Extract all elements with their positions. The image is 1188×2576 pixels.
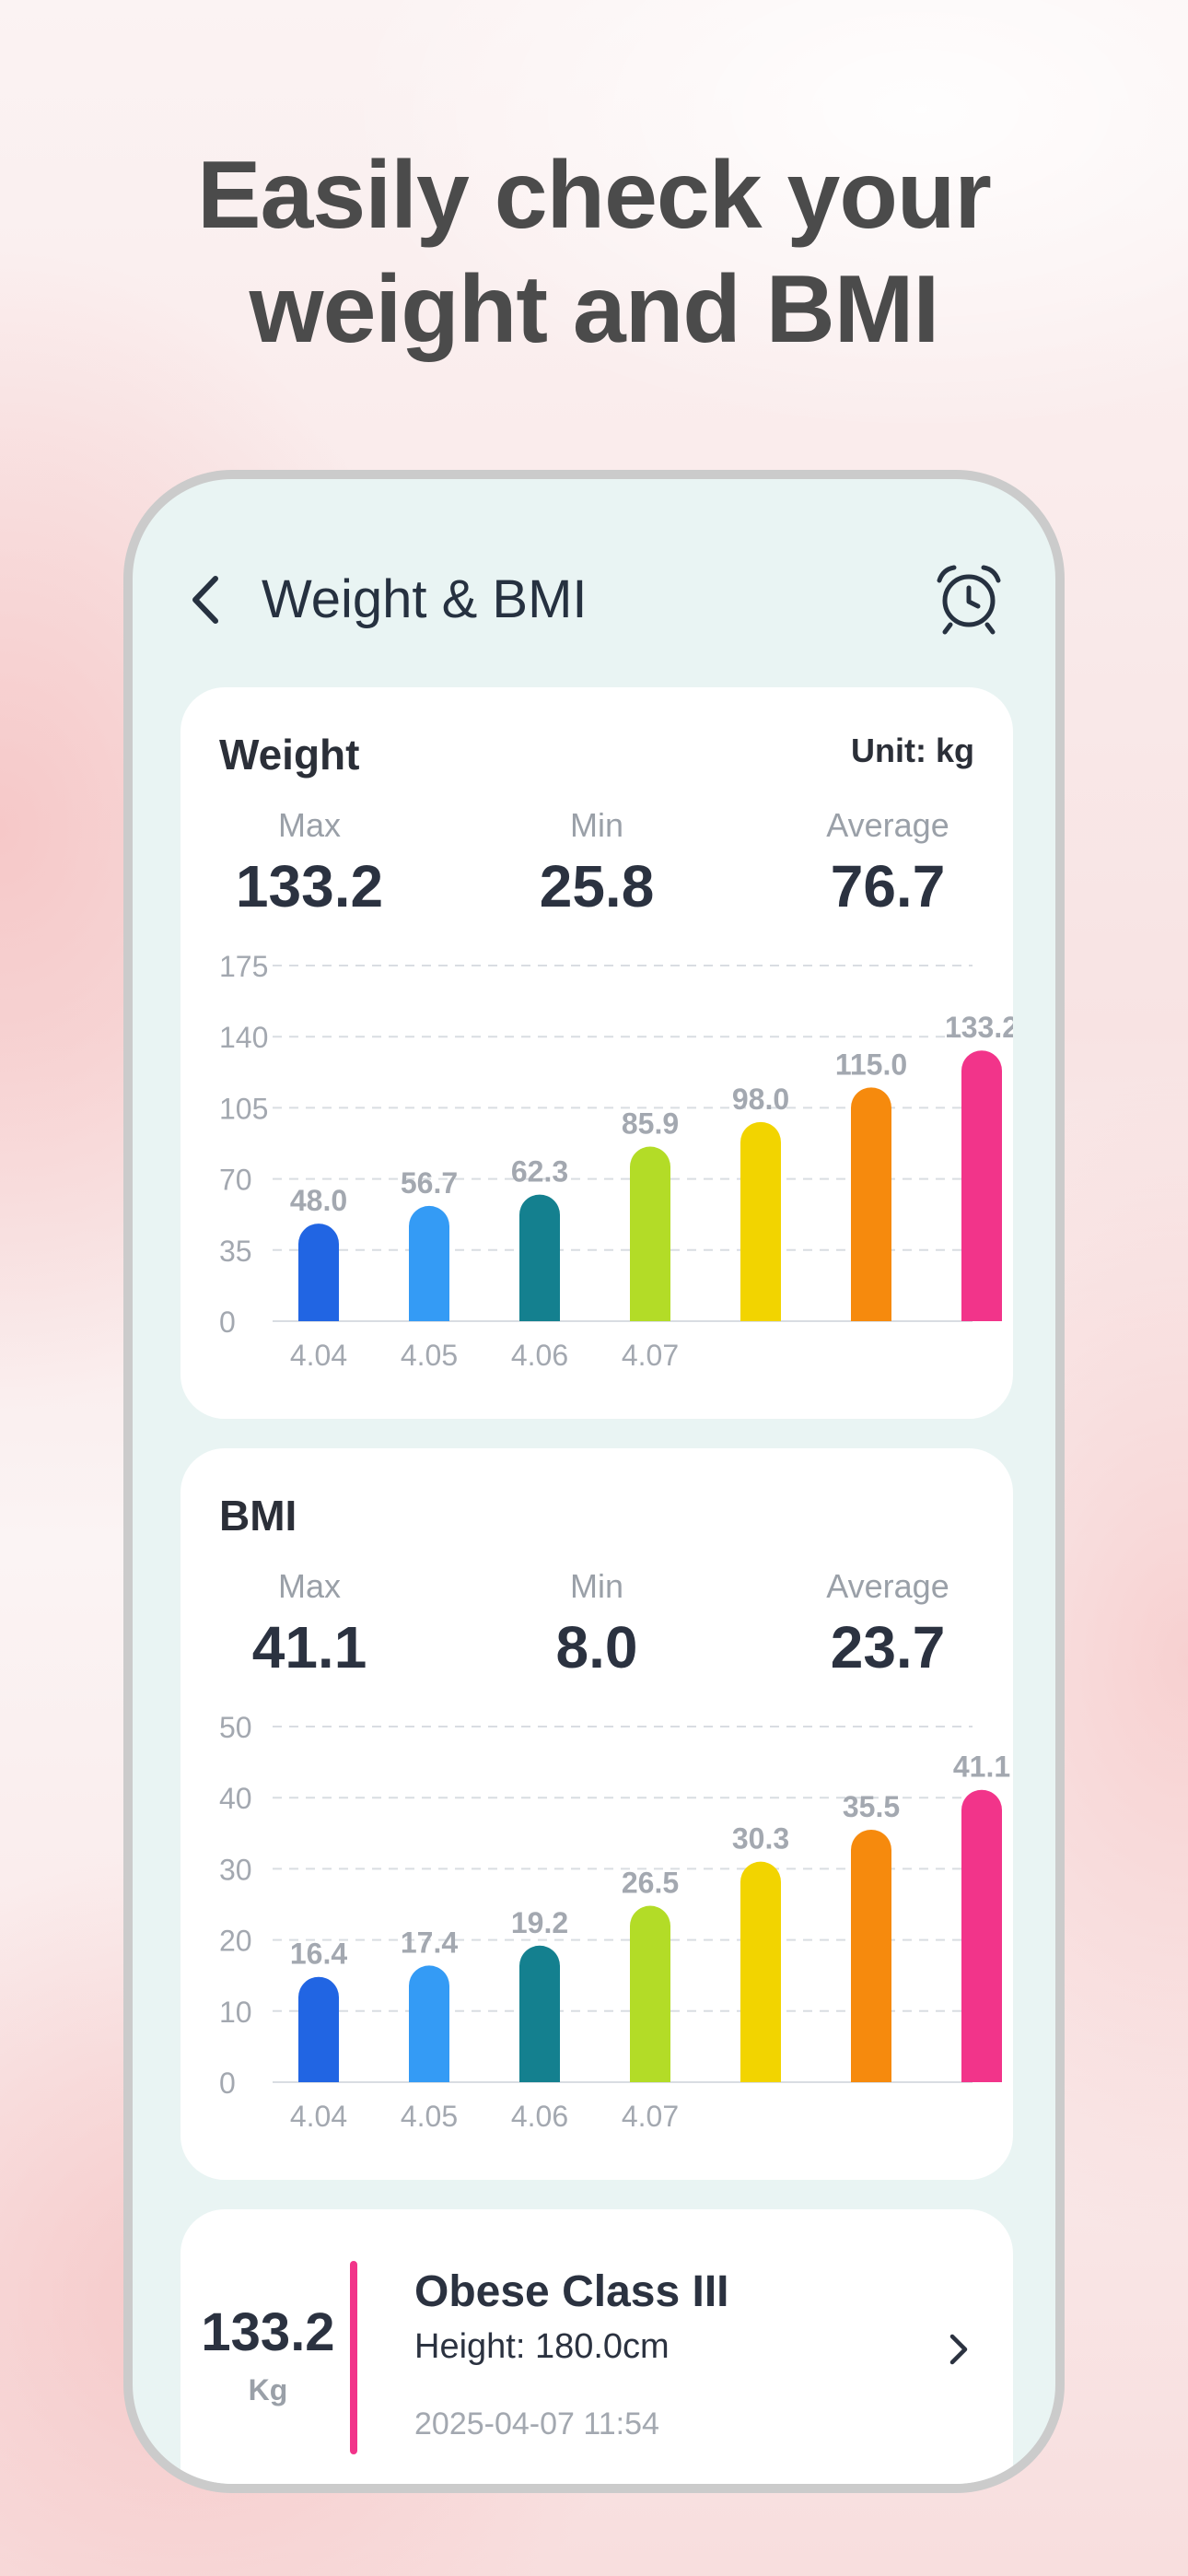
- x-tick-label: 4.07: [622, 2100, 679, 2133]
- stat-label: Average: [826, 806, 949, 844]
- y-tick-label: 30: [219, 1853, 252, 1886]
- y-tick-label: 105: [219, 1092, 268, 1125]
- record-accent-bar: [350, 2261, 357, 2454]
- record-unit: Kg: [248, 2373, 288, 2406]
- x-tick-label: 4.07: [622, 1339, 679, 1372]
- bmi-chart: 0 10 20 30 40 50 16.4 4.04 17.4 4.05 19.2 4.06 26.5 4…: [219, 1715, 1010, 2133]
- page-title: Weight & BMI: [262, 569, 588, 629]
- record-height: Height: 180.0cm: [414, 2327, 670, 2366]
- stat-label: Min: [569, 806, 623, 844]
- alarm-button[interactable]: [930, 558, 1007, 636]
- x-tick-label: 4.05: [401, 2100, 458, 2133]
- stat-label: Min: [569, 1567, 623, 1605]
- x-tick-label: 4.04: [290, 1339, 347, 1372]
- chart-bar: [961, 1050, 1002, 1321]
- data-label: 85.9: [622, 1107, 679, 1141]
- stat-value: 76.7: [830, 853, 946, 919]
- weight-average-stat: Average 76.7: [777, 805, 998, 923]
- chart-bar: [409, 1205, 449, 1321]
- data-label: 56.7: [401, 1166, 458, 1200]
- y-tick-label: 70: [219, 1164, 252, 1197]
- data-label: 133.2: [945, 1011, 1013, 1044]
- phone-frame: Weight & BMI Weight Unit: kg Max 133.2 M…: [123, 470, 1065, 2493]
- weight-min-stat: Min 25.8: [486, 805, 707, 923]
- y-tick-label: 50: [219, 1715, 252, 1744]
- y-tick-label: 10: [219, 1996, 252, 2029]
- y-tick-label: 40: [219, 1782, 252, 1815]
- data-label: 115.0: [835, 1048, 907, 1081]
- stat-value: 23.7: [830, 1614, 946, 1680]
- x-tick-label: 4.06: [511, 1339, 568, 1372]
- stat-label: Max: [277, 1567, 341, 1605]
- chevron-left-icon: [192, 576, 218, 624]
- chart-bar: [519, 1194, 560, 1321]
- chart-bar: [630, 1146, 670, 1321]
- bmi-min-stat: Min 8.0: [486, 1566, 707, 1684]
- x-tick-label: 4.04: [290, 2100, 347, 2133]
- record-date: 2025-04-07 11:54: [414, 2406, 659, 2441]
- y-tick-label: 140: [219, 1021, 268, 1054]
- headline-line-1: Easily check your: [197, 142, 992, 249]
- chart-bar: [409, 1965, 449, 2082]
- weight-chart: 0 35 70 105 140 175 48.0 4.04 56.7 4.05 62.3 4.06 85…: [219, 954, 1013, 1372]
- record-weight: 133.2: [201, 2302, 335, 2362]
- x-tick-label: 4.06: [511, 2100, 568, 2133]
- x-tick-label: 4.05: [401, 1339, 458, 1372]
- stat-value: 41.1: [251, 1614, 367, 1680]
- stat-label: Max: [277, 806, 341, 844]
- bmi-max-stat: Max 41.1: [199, 1566, 420, 1684]
- data-label: 48.0: [290, 1184, 347, 1217]
- weight-card-title: Weight: [219, 731, 360, 779]
- chart-bar: [961, 1789, 1002, 2082]
- data-label: 16.4: [290, 1938, 347, 1971]
- chart-bar: [740, 1861, 781, 2082]
- data-label: 30.3: [732, 1822, 789, 1856]
- chart-bar: [519, 1945, 560, 2082]
- stat-value: 8.0: [555, 1614, 638, 1680]
- latest-record-card[interactable]: 133.2 Kg Obese Class III Height: 180.0cm…: [181, 2209, 1013, 2484]
- chevron-right-icon: [949, 2334, 968, 2365]
- alarm-clock-icon: [937, 565, 1001, 635]
- back-button[interactable]: [184, 568, 232, 632]
- chart-bar: [851, 1087, 891, 1321]
- weight-max-stat: Max 133.2: [199, 805, 420, 923]
- data-label: 35.5: [843, 1790, 900, 1823]
- y-tick-label: 0: [219, 1306, 236, 1339]
- bmi-card-title: BMI: [219, 1492, 297, 1540]
- nav-bar: Weight & BMI: [133, 479, 1055, 663]
- bmi-card: BMI Max 41.1 Min 8.0 Average 23.7 0 10 20 3…: [181, 1448, 1013, 2180]
- y-tick-label: 175: [219, 954, 268, 983]
- record-classification: Obese Class III: [414, 2267, 729, 2316]
- data-label: 19.2: [511, 1906, 568, 1939]
- headline-line-2: weight and BMI: [249, 256, 940, 363]
- data-label: 17.4: [401, 1926, 458, 1959]
- stat-label: Average: [826, 1567, 949, 1605]
- y-tick-label: 35: [219, 1235, 252, 1268]
- weight-card: Weight Unit: kg Max 133.2 Min 25.8 Avera…: [181, 687, 1013, 1419]
- chart-bar: [298, 1224, 339, 1321]
- data-label: 41.1: [953, 1751, 1010, 1784]
- y-tick-label: 20: [219, 1925, 252, 1958]
- data-label: 62.3: [511, 1155, 568, 1188]
- data-label: 98.0: [732, 1083, 789, 1116]
- y-tick-label: 0: [219, 2067, 236, 2100]
- data-label: 26.5: [622, 1867, 679, 1900]
- chart-bar: [298, 1976, 339, 2082]
- stat-value: 25.8: [539, 853, 655, 919]
- headline: Easily check your weight and BMI: [0, 138, 1188, 367]
- stat-value: 133.2: [235, 853, 384, 919]
- chart-bar: [851, 1829, 891, 2082]
- chart-bar: [740, 1121, 781, 1321]
- chart-bar: [630, 1905, 670, 2082]
- bmi-average-stat: Average 23.7: [777, 1566, 998, 1684]
- unit-label: Unit: kg: [851, 732, 974, 769]
